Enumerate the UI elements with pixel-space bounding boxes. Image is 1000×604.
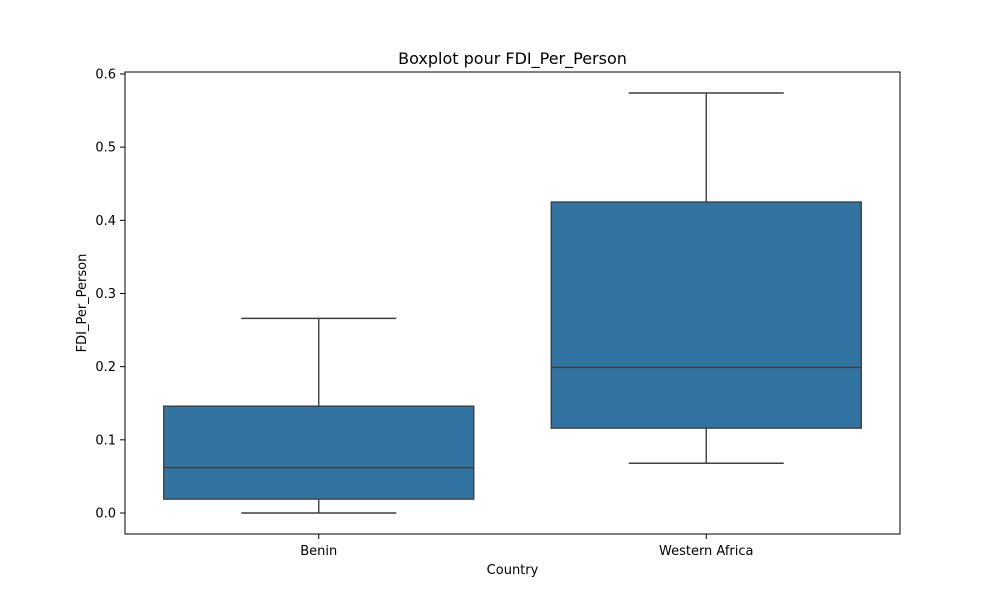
y-axis-label: FDI_Per_Person	[75, 254, 90, 353]
y-tick-label: 0.0	[95, 507, 116, 522]
plot-frame	[124, 71, 901, 535]
y-tick-label: 0.5	[95, 141, 116, 156]
box-western-africa	[550, 201, 862, 429]
y-tick-label: 0.1	[95, 433, 116, 448]
chart-title: Boxplot pour FDI_Per_Person	[398, 49, 627, 69]
y-tick-label: 0.2	[95, 360, 116, 375]
x-tick-label-benin: Benin	[300, 544, 337, 559]
box-benin	[163, 405, 475, 500]
x-axis-label: Country	[487, 563, 539, 578]
y-tick-label: 0.4	[95, 214, 116, 229]
y-tick-label: 0.3	[95, 287, 116, 302]
x-tick-label-western-africa: Western Africa	[659, 544, 754, 559]
y-tick-label: 0.6	[95, 67, 116, 82]
